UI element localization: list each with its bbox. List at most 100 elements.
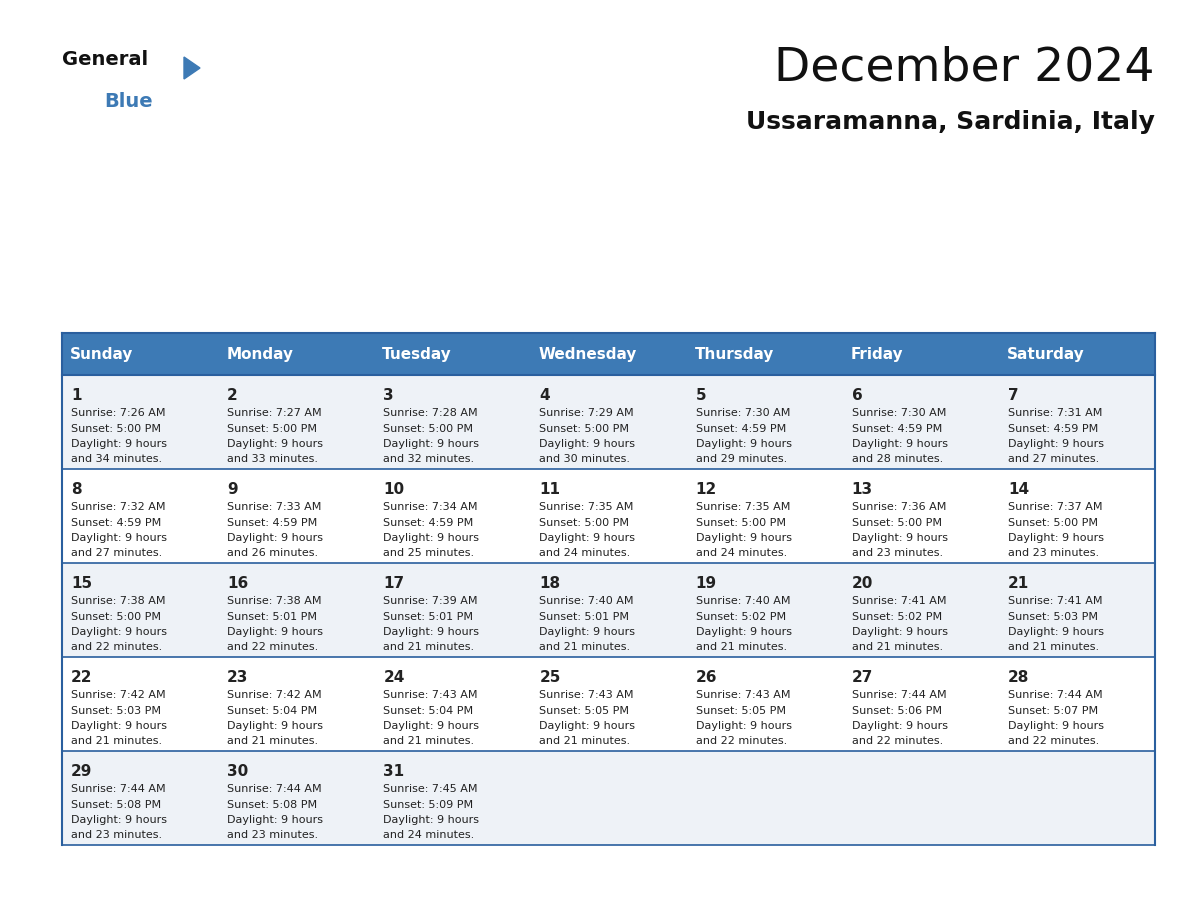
- Text: Friday: Friday: [851, 346, 903, 362]
- Text: 27: 27: [852, 670, 873, 685]
- Text: and 27 minutes.: and 27 minutes.: [71, 548, 163, 558]
- Text: Daylight: 9 hours: Daylight: 9 hours: [539, 627, 636, 637]
- Text: Sunrise: 7:38 AM: Sunrise: 7:38 AM: [227, 596, 322, 606]
- Bar: [842, 333, 999, 375]
- Text: Daylight: 9 hours: Daylight: 9 hours: [695, 533, 791, 543]
- Text: Daylight: 9 hours: Daylight: 9 hours: [384, 815, 479, 825]
- Text: Daylight: 9 hours: Daylight: 9 hours: [227, 815, 323, 825]
- Text: and 29 minutes.: and 29 minutes.: [695, 454, 786, 465]
- Bar: [62, 657, 1155, 751]
- Text: Blue: Blue: [105, 92, 152, 111]
- Text: Daylight: 9 hours: Daylight: 9 hours: [1007, 439, 1104, 449]
- Text: Sunset: 5:07 PM: Sunset: 5:07 PM: [1007, 706, 1098, 715]
- Text: Sunrise: 7:36 AM: Sunrise: 7:36 AM: [852, 502, 946, 512]
- Text: Sunrise: 7:43 AM: Sunrise: 7:43 AM: [695, 690, 790, 700]
- Text: Daylight: 9 hours: Daylight: 9 hours: [227, 533, 323, 543]
- Text: Sunset: 5:05 PM: Sunset: 5:05 PM: [539, 706, 630, 715]
- Text: and 21 minutes.: and 21 minutes.: [539, 736, 631, 746]
- Text: Sunset: 5:00 PM: Sunset: 5:00 PM: [71, 611, 162, 621]
- Text: Sunrise: 7:30 AM: Sunrise: 7:30 AM: [695, 408, 790, 418]
- Text: Sunrise: 7:35 AM: Sunrise: 7:35 AM: [695, 502, 790, 512]
- Text: Ussaramanna, Sardinia, Italy: Ussaramanna, Sardinia, Italy: [746, 110, 1155, 134]
- Text: and 22 minutes.: and 22 minutes.: [695, 736, 786, 746]
- Text: Daylight: 9 hours: Daylight: 9 hours: [852, 721, 948, 731]
- Text: 30: 30: [227, 764, 248, 779]
- Text: Daylight: 9 hours: Daylight: 9 hours: [1007, 533, 1104, 543]
- Text: Daylight: 9 hours: Daylight: 9 hours: [71, 721, 168, 731]
- Text: Sunset: 5:05 PM: Sunset: 5:05 PM: [695, 706, 785, 715]
- Text: Sunrise: 7:40 AM: Sunrise: 7:40 AM: [539, 596, 634, 606]
- Text: Sunset: 5:01 PM: Sunset: 5:01 PM: [539, 611, 630, 621]
- Text: 3: 3: [384, 388, 394, 403]
- Text: and 23 minutes.: and 23 minutes.: [852, 548, 943, 558]
- Text: Daylight: 9 hours: Daylight: 9 hours: [539, 439, 636, 449]
- Text: 2: 2: [227, 388, 238, 403]
- Text: Sunset: 5:06 PM: Sunset: 5:06 PM: [852, 706, 942, 715]
- Text: Daylight: 9 hours: Daylight: 9 hours: [539, 721, 636, 731]
- Text: Sunrise: 7:32 AM: Sunrise: 7:32 AM: [71, 502, 165, 512]
- Text: Sunset: 5:00 PM: Sunset: 5:00 PM: [695, 518, 785, 528]
- Text: Sunrise: 7:39 AM: Sunrise: 7:39 AM: [384, 596, 478, 606]
- Text: and 26 minutes.: and 26 minutes.: [227, 548, 318, 558]
- Text: Sunset: 5:00 PM: Sunset: 5:00 PM: [539, 423, 630, 433]
- Text: 25: 25: [539, 670, 561, 685]
- Text: and 30 minutes.: and 30 minutes.: [539, 454, 631, 465]
- Text: 15: 15: [71, 576, 93, 591]
- Text: 20: 20: [852, 576, 873, 591]
- Bar: [62, 375, 1155, 469]
- Text: 22: 22: [71, 670, 93, 685]
- Text: Daylight: 9 hours: Daylight: 9 hours: [71, 533, 168, 543]
- Text: and 32 minutes.: and 32 minutes.: [384, 454, 474, 465]
- Text: Wednesday: Wednesday: [538, 346, 637, 362]
- Text: Sunset: 5:09 PM: Sunset: 5:09 PM: [384, 800, 473, 810]
- Text: Daylight: 9 hours: Daylight: 9 hours: [539, 533, 636, 543]
- Text: Sunrise: 7:37 AM: Sunrise: 7:37 AM: [1007, 502, 1102, 512]
- Text: 1: 1: [71, 388, 82, 403]
- Text: Sunset: 4:59 PM: Sunset: 4:59 PM: [1007, 423, 1098, 433]
- Text: Saturday: Saturday: [1007, 346, 1085, 362]
- Text: and 21 minutes.: and 21 minutes.: [539, 643, 631, 653]
- Text: Sunrise: 7:38 AM: Sunrise: 7:38 AM: [71, 596, 165, 606]
- Text: Daylight: 9 hours: Daylight: 9 hours: [71, 815, 168, 825]
- Text: Daylight: 9 hours: Daylight: 9 hours: [852, 627, 948, 637]
- Text: Sunrise: 7:45 AM: Sunrise: 7:45 AM: [384, 784, 478, 794]
- Text: Sunset: 4:59 PM: Sunset: 4:59 PM: [227, 518, 317, 528]
- Text: 13: 13: [852, 482, 873, 497]
- Text: and 22 minutes.: and 22 minutes.: [71, 643, 163, 653]
- Text: Daylight: 9 hours: Daylight: 9 hours: [384, 439, 479, 449]
- Text: Thursday: Thursday: [695, 346, 773, 362]
- Text: Daylight: 9 hours: Daylight: 9 hours: [71, 439, 168, 449]
- Text: Daylight: 9 hours: Daylight: 9 hours: [695, 627, 791, 637]
- Text: and 22 minutes.: and 22 minutes.: [1007, 736, 1099, 746]
- Text: Sunrise: 7:29 AM: Sunrise: 7:29 AM: [539, 408, 634, 418]
- Text: Sunset: 5:00 PM: Sunset: 5:00 PM: [852, 518, 942, 528]
- Text: 24: 24: [384, 670, 405, 685]
- Text: Sunset: 5:00 PM: Sunset: 5:00 PM: [539, 518, 630, 528]
- Bar: [687, 333, 842, 375]
- Bar: [62, 333, 219, 375]
- Text: 19: 19: [695, 576, 716, 591]
- Text: Daylight: 9 hours: Daylight: 9 hours: [695, 721, 791, 731]
- Text: 16: 16: [227, 576, 248, 591]
- Text: Daylight: 9 hours: Daylight: 9 hours: [852, 439, 948, 449]
- Bar: [62, 563, 1155, 657]
- Text: and 23 minutes.: and 23 minutes.: [1007, 548, 1099, 558]
- Text: Sunrise: 7:34 AM: Sunrise: 7:34 AM: [384, 502, 478, 512]
- Text: Sunset: 5:02 PM: Sunset: 5:02 PM: [695, 611, 785, 621]
- Text: and 23 minutes.: and 23 minutes.: [227, 831, 318, 841]
- Text: Daylight: 9 hours: Daylight: 9 hours: [1007, 627, 1104, 637]
- Text: 23: 23: [227, 670, 248, 685]
- Text: Sunday: Sunday: [70, 346, 133, 362]
- Bar: [219, 333, 374, 375]
- Text: Daylight: 9 hours: Daylight: 9 hours: [71, 627, 168, 637]
- Text: 4: 4: [539, 388, 550, 403]
- Text: Sunset: 5:00 PM: Sunset: 5:00 PM: [1007, 518, 1098, 528]
- Text: and 34 minutes.: and 34 minutes.: [71, 454, 162, 465]
- Text: Sunset: 4:59 PM: Sunset: 4:59 PM: [852, 423, 942, 433]
- Text: Sunset: 5:01 PM: Sunset: 5:01 PM: [384, 611, 473, 621]
- Text: and 21 minutes.: and 21 minutes.: [1007, 643, 1099, 653]
- Text: Sunrise: 7:40 AM: Sunrise: 7:40 AM: [695, 596, 790, 606]
- Text: Sunrise: 7:28 AM: Sunrise: 7:28 AM: [384, 408, 478, 418]
- Text: Sunset: 4:59 PM: Sunset: 4:59 PM: [384, 518, 474, 528]
- Text: Sunset: 5:03 PM: Sunset: 5:03 PM: [1007, 611, 1098, 621]
